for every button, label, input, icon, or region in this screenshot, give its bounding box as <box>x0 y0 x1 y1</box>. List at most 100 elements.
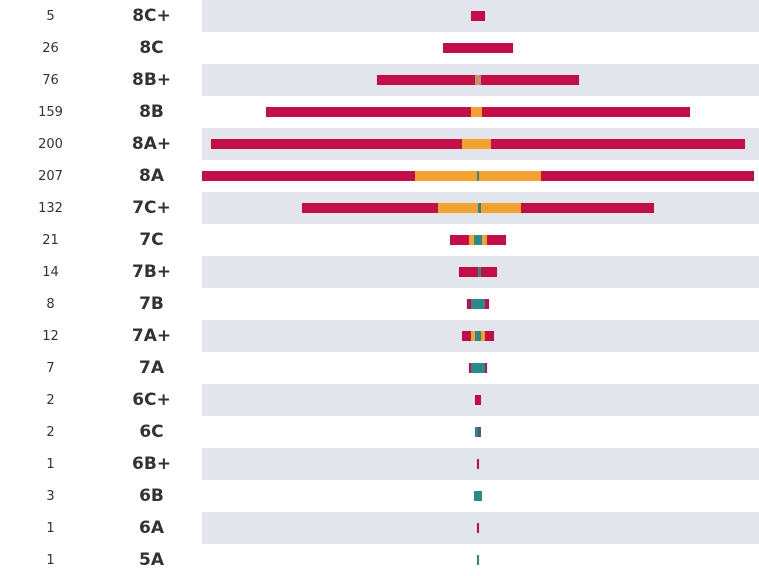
route-count: 12 <box>0 320 101 352</box>
grade-label: 8B+ <box>101 64 202 96</box>
grade-row: 5 8C+ <box>0 0 759 32</box>
bar-segment <box>476 555 480 565</box>
grade-row: 12 7A+ <box>0 320 759 352</box>
bar-segment <box>484 331 494 341</box>
bar-track <box>202 512 754 544</box>
grade-label: 8C <box>101 32 202 64</box>
route-count: 159 <box>0 96 101 128</box>
bar-segment <box>302 203 438 213</box>
route-count: 5 <box>0 0 101 32</box>
grade-row: 8 7B <box>0 288 759 320</box>
bar-segment <box>491 139 745 149</box>
grade-label: 6B <box>101 480 202 512</box>
bar-segment <box>475 331 481 341</box>
bar-segment <box>459 267 478 277</box>
bar-segment <box>438 203 478 213</box>
grade-label: 8A <box>101 160 202 192</box>
grade-label: 5A <box>101 544 202 576</box>
bar-segment <box>479 171 541 181</box>
bar-segment <box>471 11 485 21</box>
route-count: 26 <box>0 32 101 64</box>
bar-segment <box>520 203 654 213</box>
bar-segment <box>480 203 521 213</box>
bar-segment <box>475 75 481 85</box>
route-count: 200 <box>0 128 101 160</box>
bar-segment <box>484 363 488 373</box>
bar-segment <box>480 331 485 341</box>
route-count: 1 <box>0 544 101 576</box>
bar-segment <box>471 299 485 309</box>
grade-label: 7A <box>101 352 202 384</box>
bar-segment <box>475 427 478 437</box>
route-count: 21 <box>0 224 101 256</box>
bar-track <box>202 96 754 128</box>
bar-segment <box>415 171 477 181</box>
grade-row: 14 7B+ <box>0 256 759 288</box>
bar-segment <box>484 299 489 309</box>
route-count: 1 <box>0 448 101 480</box>
bar-track <box>202 192 754 224</box>
bar-segment <box>482 107 690 117</box>
grade-label: 7C <box>101 224 202 256</box>
bar-track <box>202 448 754 480</box>
bar-segment <box>482 235 488 245</box>
bar-segment <box>478 203 481 213</box>
grade-row: 7 7A <box>0 352 759 384</box>
bar-segment <box>471 331 476 341</box>
bar-segment <box>467 299 472 309</box>
grade-row: 76 8B+ <box>0 64 759 96</box>
bar-track <box>202 128 754 160</box>
bar-segment <box>476 523 480 533</box>
grade-label: 7C+ <box>101 192 202 224</box>
grade-label: 7A+ <box>101 320 202 352</box>
grade-row: 132 7C+ <box>0 192 759 224</box>
bar-track <box>202 288 754 320</box>
bar-track <box>202 64 754 96</box>
grade-label: 6C <box>101 416 202 448</box>
bar-segment <box>474 235 482 245</box>
bar-segment <box>211 139 462 149</box>
bar-track <box>202 32 754 64</box>
grade-label: 6B+ <box>101 448 202 480</box>
bar-track <box>202 0 754 32</box>
grade-label: 7B+ <box>101 256 202 288</box>
route-count: 132 <box>0 192 101 224</box>
grade-label: 7B <box>101 288 202 320</box>
bar-segment <box>468 235 474 245</box>
grade-label: 6C+ <box>101 384 202 416</box>
bar-track <box>202 352 754 384</box>
bar-segment <box>376 75 476 85</box>
grade-row: 159 8B <box>0 96 759 128</box>
route-count: 76 <box>0 64 101 96</box>
bar-track <box>202 320 754 352</box>
bar-track <box>202 544 754 576</box>
route-count: 14 <box>0 256 101 288</box>
grade-row: 200 8A+ <box>0 128 759 160</box>
bar-segment <box>471 107 482 117</box>
grade-row: 3 6B <box>0 480 759 512</box>
bar-segment <box>462 331 472 341</box>
route-count: 1 <box>0 512 101 544</box>
grade-row: 1 6B+ <box>0 448 759 480</box>
bar-segment <box>476 459 480 469</box>
bar-segment <box>475 395 481 405</box>
bar-segment <box>202 171 416 181</box>
bar-track <box>202 384 754 416</box>
grade-row: 2 6C <box>0 416 759 448</box>
route-count: 2 <box>0 416 101 448</box>
grade-label: 8A+ <box>101 128 202 160</box>
bar-segment <box>474 491 482 501</box>
grade-row: 2 6C+ <box>0 384 759 416</box>
bar-segment <box>476 171 480 181</box>
bar-segment <box>450 235 469 245</box>
bar-track <box>202 416 754 448</box>
grade-label: 6A <box>101 512 202 544</box>
bar-segment <box>471 363 485 373</box>
grade-row: 1 6A <box>0 512 759 544</box>
route-count: 3 <box>0 480 101 512</box>
bar-track <box>202 224 754 256</box>
grade-label: 8C+ <box>101 0 202 32</box>
bar-segment <box>480 267 497 277</box>
route-count: 7 <box>0 352 101 384</box>
